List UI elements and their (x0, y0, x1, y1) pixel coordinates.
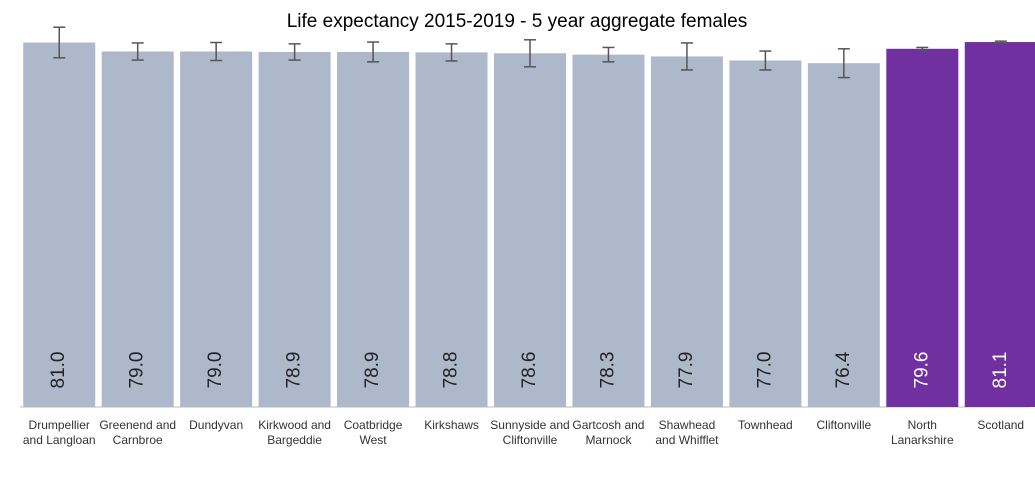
bar (180, 51, 253, 407)
value-label: 78.8 (441, 352, 462, 389)
bar (494, 53, 566, 408)
bar (729, 60, 802, 407)
value-label: 79.0 (127, 352, 148, 389)
value-label: 81.0 (48, 352, 69, 389)
error-bar (602, 46, 615, 63)
error-bar (445, 43, 458, 62)
bar (101, 51, 174, 407)
error-bar (759, 50, 772, 71)
value-label: 77.9 (676, 352, 697, 389)
bar (886, 48, 959, 408)
error-bar (210, 41, 223, 62)
error-bar (837, 48, 850, 79)
x-tick-label: North Lanarkshire (890, 418, 954, 447)
x-tick-label: Cliftonville (816, 418, 872, 432)
error-bar (53, 26, 66, 59)
x-tick-label: Greenend and Carnbroe (99, 418, 177, 447)
value-label: 81.1 (990, 352, 1011, 389)
error-bar (994, 40, 1007, 44)
value-label: 79.6 (911, 352, 932, 389)
error-bar (367, 41, 380, 63)
bar (807, 63, 880, 407)
error-bar (288, 43, 301, 61)
bar (258, 51, 331, 407)
x-tick-label: Coatbridge West (343, 418, 403, 447)
x-tick-label: Townhead (738, 418, 793, 432)
bar (415, 52, 488, 408)
value-label: 78.9 (284, 352, 305, 389)
x-tick-label: Drumpellier and Langloan (22, 418, 96, 447)
x-tick-label: Kirkshaws (424, 418, 479, 432)
x-tick-label: Dundyvan (189, 418, 244, 432)
error-bar (524, 39, 536, 68)
error-bar (131, 42, 144, 61)
bar (337, 51, 410, 407)
value-label: 79.0 (205, 352, 226, 389)
x-tick-label: Scotland (977, 418, 1025, 432)
bar (23, 42, 96, 407)
bar (964, 42, 1035, 408)
value-label: 78.3 (597, 352, 618, 389)
value-label: 77.0 (754, 352, 775, 389)
bar (572, 54, 645, 408)
x-tick-label: Gartcosh and Marnock (572, 418, 645, 447)
x-tick-label: Shawhead and Whifflet (655, 418, 719, 447)
bar (650, 56, 723, 407)
error-bar (916, 46, 929, 51)
x-tick-label: Sunnyside and Cliftonville (490, 418, 570, 447)
value-label: 78.6 (519, 352, 540, 389)
error-bar (680, 42, 693, 71)
chart-title: Life expectancy 2015-2019 - 5 year aggre… (287, 11, 748, 32)
x-tick-label: Kirkwood and Bargeddie (258, 418, 331, 447)
value-label: 78.9 (362, 352, 383, 389)
value-label: 76.4 (833, 351, 854, 388)
